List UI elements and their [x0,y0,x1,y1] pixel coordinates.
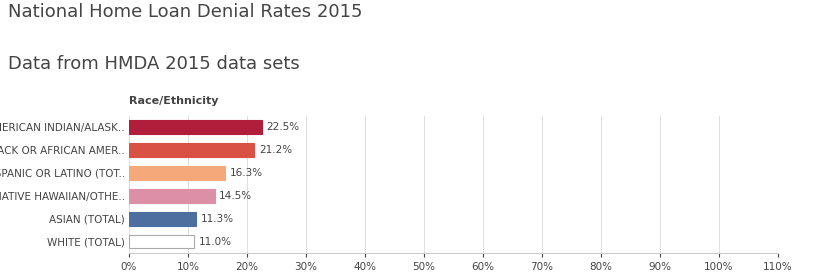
Bar [129,143,254,157]
Text: Race/Ethnicity: Race/Ethnicity [129,96,219,106]
Text: 11.0%: 11.0% [199,236,231,247]
Text: National Home Loan Denial Rates 2015: National Home Loan Denial Rates 2015 [8,3,363,21]
Bar [129,166,225,180]
Text: 21.2%: 21.2% [259,145,292,155]
Bar [129,212,196,225]
Text: 14.5%: 14.5% [219,191,252,201]
Bar [129,189,215,203]
Text: 16.3%: 16.3% [230,168,263,178]
Text: 11.3%: 11.3% [201,214,234,224]
Bar [129,235,194,248]
Text: Data from HMDA 2015 data sets: Data from HMDA 2015 data sets [8,55,300,73]
Text: 22.5%: 22.5% [266,122,300,132]
Bar [129,120,262,134]
